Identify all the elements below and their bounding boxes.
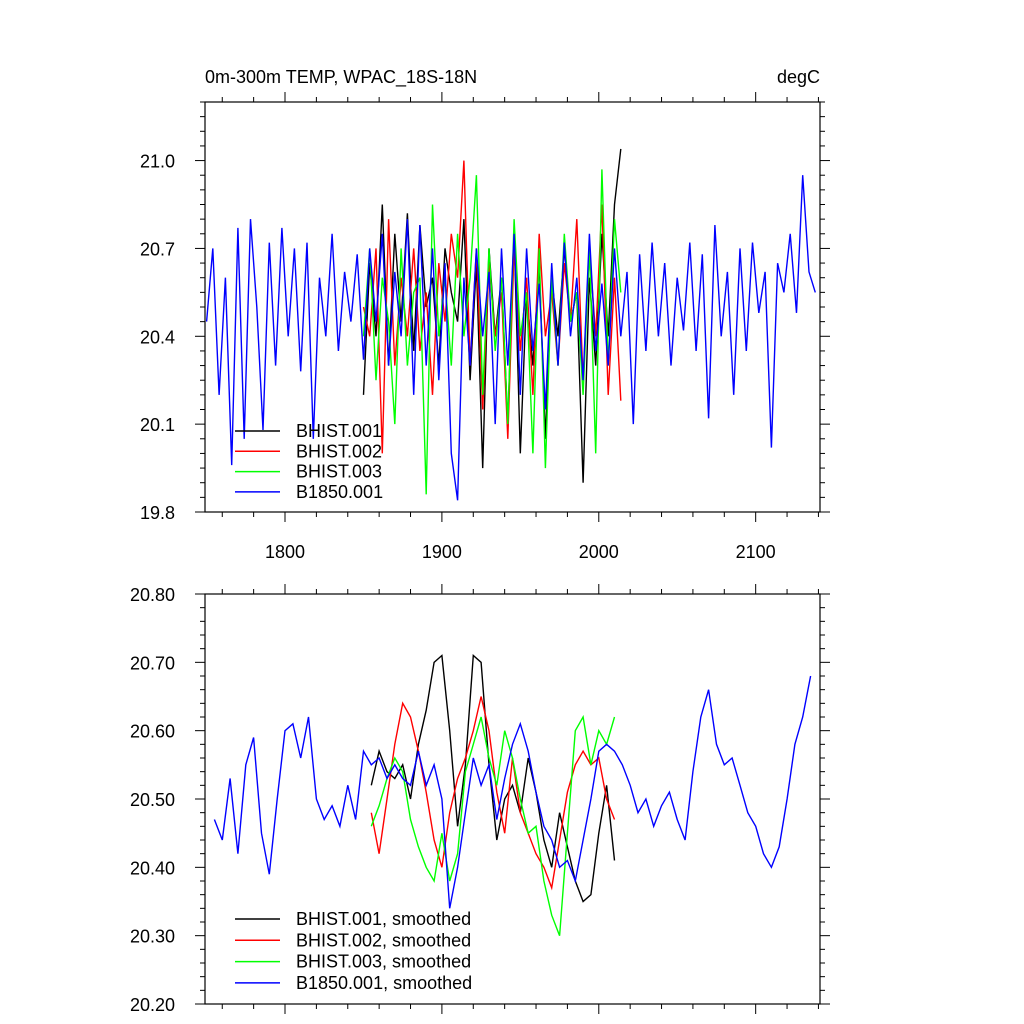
y-tick-label: 20.60: [130, 722, 175, 742]
y-tick-label: 20.30: [130, 927, 175, 947]
legend-label: BHIST.001: [296, 421, 382, 441]
y-tick-label: 21.0: [140, 152, 175, 172]
legend-label: BHIST.003: [296, 462, 382, 482]
series-line-b1850-001: [213, 675, 812, 909]
y-tick-label: 20.20: [130, 995, 175, 1015]
y-tick-label: 20.40: [130, 858, 175, 878]
bottom-panel: 20.20 20.30 20.40 20.50 20.60 20.70 20.80 BHIST…: [130, 584, 830, 1015]
x-tick-label: 1900: [422, 542, 462, 562]
y-tick-label: 20.70: [130, 653, 175, 673]
legend-label: B1850.001: [296, 482, 383, 502]
x-tick-label: 2100: [736, 542, 776, 562]
series-line-bhist-001: [370, 654, 616, 903]
y-tick-label: 19.8: [140, 503, 175, 523]
y-tick-label: 20.4: [140, 327, 175, 347]
x-tick-label: 1800: [265, 542, 305, 562]
series-line-bhist-003: [370, 714, 616, 936]
legend-label: BHIST.002, smoothed: [296, 930, 471, 950]
series-line-bhist-002: [370, 696, 616, 891]
y-tick-label: 20.80: [130, 585, 175, 605]
y-tick-label: 20.50: [130, 790, 175, 810]
legend-label: B1850.001, smoothed: [296, 973, 472, 993]
units-label: degC: [777, 67, 820, 87]
y-tick-label: 20.7: [140, 239, 175, 259]
top-panel: 1800 1900 2000 2100 19.8 20.1 20.4 20.7 21.0 BHIS…: [140, 92, 830, 562]
series-line-b1850-001: [205, 175, 816, 501]
legend-label: BHIST.003, smoothed: [296, 952, 471, 972]
x-tick-label: 2000: [579, 542, 619, 562]
series-line-bhist-003: [362, 169, 622, 495]
chart-title: 0m-300m TEMP, WPAC_18S-18N: [205, 67, 477, 88]
legend-label: BHIST.001, smoothed: [296, 909, 471, 929]
y-tick-label: 20.1: [140, 415, 175, 435]
legend-label: BHIST.002: [296, 441, 382, 461]
